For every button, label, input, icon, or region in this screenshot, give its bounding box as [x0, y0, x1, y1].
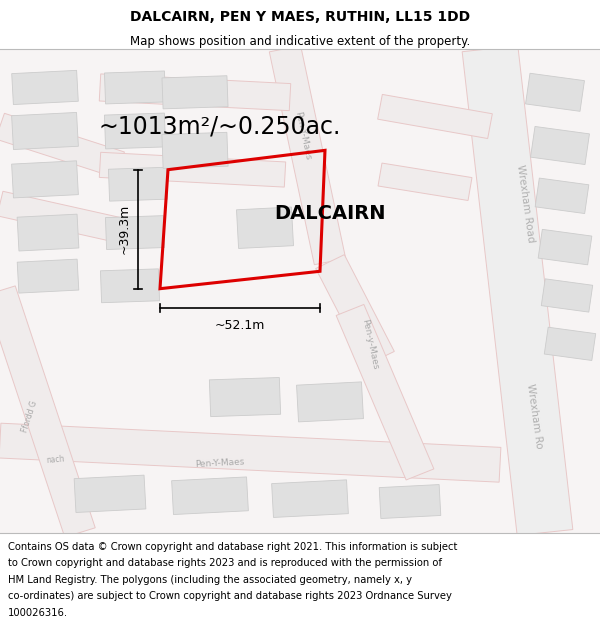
Polygon shape	[269, 46, 346, 265]
Polygon shape	[526, 73, 584, 111]
Text: HM Land Registry. The polygons (including the associated geometry, namely x, y: HM Land Registry. The polygons (includin…	[8, 574, 412, 584]
Text: ~39.3m: ~39.3m	[118, 204, 131, 254]
Polygon shape	[272, 480, 349, 518]
Polygon shape	[378, 163, 472, 201]
Polygon shape	[209, 378, 281, 417]
Polygon shape	[99, 74, 291, 111]
Text: 100026316.: 100026316.	[8, 608, 68, 618]
Polygon shape	[12, 71, 78, 104]
Text: Ffordd G: Ffordd G	[20, 399, 40, 433]
Polygon shape	[535, 178, 589, 214]
Polygon shape	[544, 328, 596, 361]
Polygon shape	[462, 46, 573, 536]
Text: Wrexham Ro: Wrexham Ro	[526, 383, 545, 449]
Polygon shape	[106, 216, 164, 249]
Polygon shape	[236, 207, 293, 249]
Polygon shape	[377, 94, 493, 139]
Polygon shape	[0, 191, 133, 245]
Text: Map shows position and indicative extent of the property.: Map shows position and indicative extent…	[130, 35, 470, 48]
Polygon shape	[104, 71, 166, 104]
Text: Contains OS data © Crown copyright and database right 2021. This information is : Contains OS data © Crown copyright and d…	[8, 542, 457, 552]
Polygon shape	[530, 126, 589, 164]
Polygon shape	[336, 304, 434, 480]
Text: Wrexham Road: Wrexham Road	[515, 164, 535, 243]
Polygon shape	[0, 113, 124, 178]
Text: DALCAIRN: DALCAIRN	[274, 204, 386, 222]
Polygon shape	[109, 168, 167, 201]
Text: ~52.1m: ~52.1m	[215, 319, 265, 332]
Polygon shape	[74, 475, 146, 512]
Polygon shape	[11, 112, 79, 149]
Text: ~1013m²/~0.250ac.: ~1013m²/~0.250ac.	[99, 114, 341, 138]
Polygon shape	[99, 152, 286, 187]
Text: Pen-Y-Maes: Pen-Y-Maes	[195, 457, 245, 469]
Polygon shape	[162, 132, 228, 168]
Polygon shape	[17, 214, 79, 251]
Polygon shape	[0, 423, 501, 482]
Polygon shape	[11, 161, 79, 198]
Text: Pen-Y-Maes: Pen-Y-Maes	[293, 111, 313, 161]
Polygon shape	[162, 76, 228, 109]
Polygon shape	[104, 113, 166, 149]
Polygon shape	[17, 259, 79, 293]
Polygon shape	[541, 279, 593, 312]
Text: nach: nach	[46, 454, 65, 465]
Polygon shape	[296, 382, 364, 422]
Polygon shape	[100, 269, 160, 302]
Text: to Crown copyright and database rights 2023 and is reproduced with the permissio: to Crown copyright and database rights 2…	[8, 558, 442, 568]
Text: Pen-y-Maes: Pen-y-Maes	[360, 318, 380, 370]
Polygon shape	[538, 229, 592, 265]
Text: DALCAIRN, PEN Y MAES, RUTHIN, LL15 1DD: DALCAIRN, PEN Y MAES, RUTHIN, LL15 1DD	[130, 10, 470, 24]
Polygon shape	[172, 477, 248, 514]
Text: co-ordinates) are subject to Crown copyright and database rights 2023 Ordnance S: co-ordinates) are subject to Crown copyr…	[8, 591, 452, 601]
Polygon shape	[379, 484, 441, 519]
Polygon shape	[316, 254, 394, 365]
Polygon shape	[0, 286, 95, 538]
